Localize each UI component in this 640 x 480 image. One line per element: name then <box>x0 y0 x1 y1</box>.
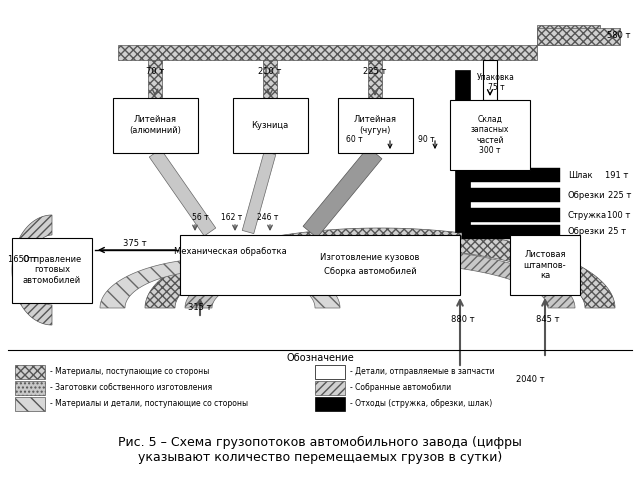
FancyBboxPatch shape <box>12 238 92 302</box>
Text: 1650 т: 1650 т <box>8 255 36 264</box>
Text: 191 т: 191 т <box>605 170 628 180</box>
Polygon shape <box>537 25 600 45</box>
Text: Кузница: Кузница <box>252 120 289 130</box>
Text: 100 т: 100 т <box>607 211 630 219</box>
Text: Листовая
штампов-
ка: Листовая штампов- ка <box>524 250 566 280</box>
FancyBboxPatch shape <box>15 397 45 411</box>
Text: - Материалы, поступающие со стороны: - Материалы, поступающие со стороны <box>50 368 209 376</box>
Polygon shape <box>462 208 560 222</box>
Text: - Детали, отправляемые в запчасти: - Детали, отправляемые в запчасти <box>350 368 495 376</box>
Text: Склад
запасных
частей
300 т: Склад запасных частей 300 т <box>471 115 509 155</box>
Polygon shape <box>462 168 560 182</box>
Polygon shape <box>462 225 560 239</box>
Polygon shape <box>100 258 340 308</box>
Polygon shape <box>145 228 615 308</box>
Text: 60 т: 60 т <box>346 135 363 144</box>
Text: 225 т: 225 т <box>608 191 632 200</box>
FancyBboxPatch shape <box>450 100 530 170</box>
Text: 2040 т: 2040 т <box>516 375 544 384</box>
Text: Литейная
(алюминий): Литейная (алюминий) <box>129 115 181 135</box>
Text: 90 т: 90 т <box>418 135 435 144</box>
Text: 162 т: 162 т <box>221 214 243 223</box>
Text: 375 т: 375 т <box>123 239 147 248</box>
Polygon shape <box>462 188 560 202</box>
Polygon shape <box>303 147 382 238</box>
Text: Обрезки: Обрезки <box>568 228 605 237</box>
Polygon shape <box>263 60 277 98</box>
Text: 580 т: 580 т <box>607 32 630 40</box>
Polygon shape <box>537 28 620 45</box>
Text: 225 т: 225 т <box>364 68 387 76</box>
FancyBboxPatch shape <box>180 235 460 295</box>
FancyBboxPatch shape <box>337 97 413 153</box>
FancyBboxPatch shape <box>510 235 580 295</box>
Polygon shape <box>455 70 470 232</box>
Polygon shape <box>118 45 537 60</box>
FancyBboxPatch shape <box>15 365 45 379</box>
Text: Обрезки: Обрезки <box>568 191 605 200</box>
Text: 246 т: 246 т <box>257 214 278 223</box>
Text: Рис. 5 – Схема грузопотоков автомобильного завода (цифры
указывают количество пе: Рис. 5 – Схема грузопотоков автомобильно… <box>118 436 522 464</box>
Polygon shape <box>149 149 216 236</box>
Text: Сборка автомобилей: Сборка автомобилей <box>324 267 416 276</box>
FancyBboxPatch shape <box>15 381 45 395</box>
Polygon shape <box>242 151 276 234</box>
Text: Упаковка: Упаковка <box>477 73 515 83</box>
Polygon shape <box>12 215 52 325</box>
FancyBboxPatch shape <box>315 365 345 379</box>
Polygon shape <box>185 248 575 308</box>
Text: 70 т: 70 т <box>146 68 164 76</box>
Text: Литейная
(чугун): Литейная (чугун) <box>353 115 397 135</box>
Text: Стружка: Стружка <box>568 211 607 219</box>
Text: Изготовление кузовов: Изготовление кузовов <box>320 253 420 263</box>
Text: 880 т: 880 т <box>451 314 475 324</box>
FancyBboxPatch shape <box>483 60 497 100</box>
Text: 210 т: 210 т <box>259 68 282 76</box>
Text: Обозначение: Обозначение <box>286 353 354 363</box>
Text: 75 т: 75 т <box>488 83 504 92</box>
Polygon shape <box>148 60 162 98</box>
Text: 25 т: 25 т <box>608 228 626 237</box>
Text: - Собранные автомобили: - Собранные автомобили <box>350 384 451 393</box>
Text: Отправление
готовых
автомобилей: Отправление готовых автомобилей <box>22 255 82 285</box>
Text: - Отходы (стружка, обрезки, шлак): - Отходы (стружка, обрезки, шлак) <box>350 399 492 408</box>
FancyBboxPatch shape <box>113 97 198 153</box>
Text: Шлак: Шлак <box>568 170 593 180</box>
Text: - Заготовки собственного изготовления: - Заготовки собственного изготовления <box>50 384 212 393</box>
Text: 56 т: 56 т <box>192 214 208 223</box>
Text: Механическая обработка: Механическая обработка <box>173 248 286 256</box>
FancyBboxPatch shape <box>315 397 345 411</box>
FancyBboxPatch shape <box>232 97 307 153</box>
Text: 315 т: 315 т <box>188 302 212 312</box>
Text: - Материалы и детали, поступающие со стороны: - Материалы и детали, поступающие со сто… <box>50 399 248 408</box>
Text: 845 т: 845 т <box>536 314 560 324</box>
FancyBboxPatch shape <box>315 381 345 395</box>
Polygon shape <box>368 60 382 98</box>
